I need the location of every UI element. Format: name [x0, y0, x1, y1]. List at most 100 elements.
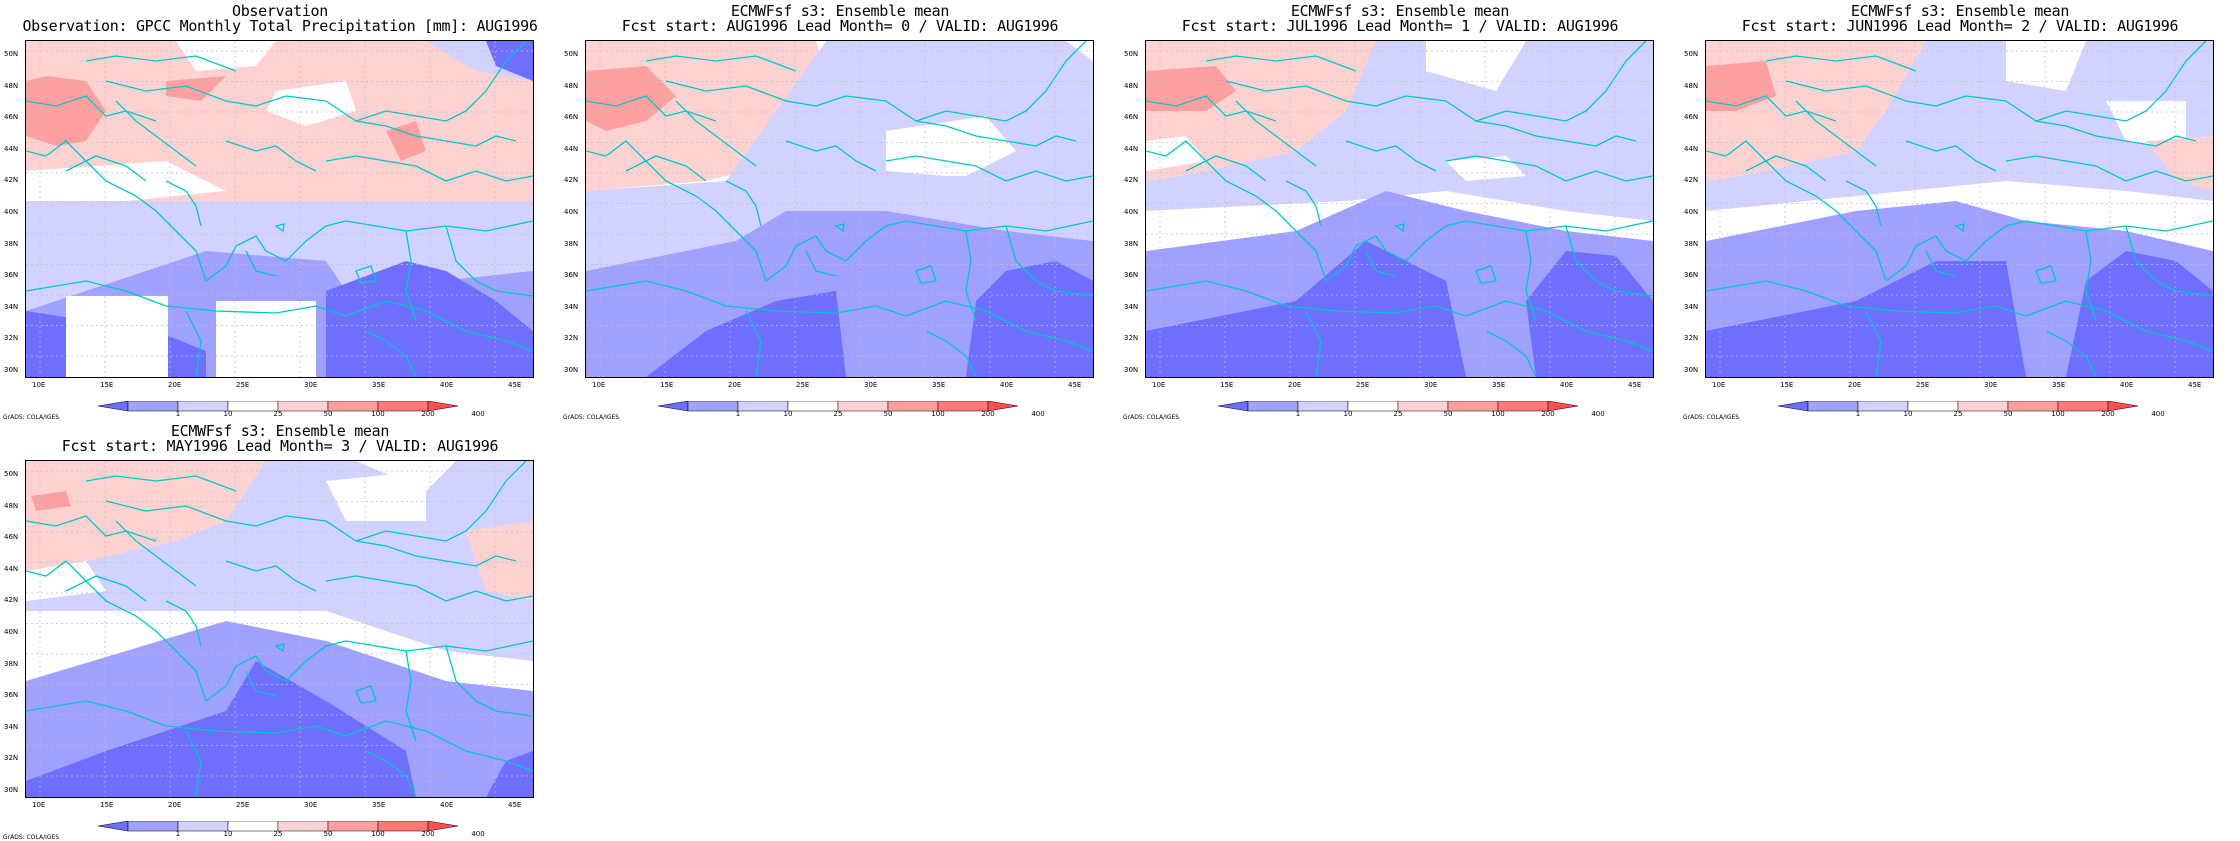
lat-label: 50N — [1684, 50, 1699, 58]
colorbar-level-label: 400 — [471, 830, 485, 838]
coastline — [105, 500, 287, 527]
lat-label: 42N — [1684, 176, 1699, 185]
lat-label: 48N — [1124, 81, 1139, 90]
lat-label: 36N — [4, 691, 19, 700]
map-canvas — [26, 41, 533, 377]
panel-title: ECMWFsf s3: Ensemble mean — [730, 2, 950, 20]
lon-label: 30E — [1984, 381, 1998, 389]
grads-credit: GrADS: COLA/IGES — [563, 414, 620, 421]
colorbar-level-label: 400 — [471, 410, 485, 418]
lon-label: 10E — [32, 381, 46, 389]
colorbar: 1 10 25 50 100 200 400 — [1217, 398, 1605, 420]
coastline — [1146, 140, 1653, 283]
lat-label: 40N — [1684, 208, 1699, 216]
colorbar-level-label: 50 — [323, 410, 333, 418]
coastline — [2085, 230, 2097, 322]
colorbar-level-label: 200 — [981, 410, 995, 418]
lat-label: 44N — [1684, 144, 1699, 153]
lon-label: 45E — [1068, 381, 1082, 389]
colorbar-level-label: 10 — [783, 410, 793, 418]
coastline — [26, 700, 533, 772]
lon-label: 20E — [168, 801, 182, 809]
lat-label: 42N — [1124, 176, 1139, 185]
coastline — [1394, 223, 1405, 233]
lat-label: 38N — [1684, 239, 1699, 248]
colorbar-level-label: 1 — [735, 410, 741, 418]
colorbar-min-arrow — [657, 400, 689, 412]
coastline — [625, 155, 707, 182]
lat-label: 40N — [4, 628, 19, 636]
coastline — [245, 670, 277, 697]
map-panel-5: ECMWFsf s3: Ensemble mean Fcst start: MA… — [0, 420, 560, 841]
precipitation-map — [1705, 40, 2214, 378]
map-canvas — [1706, 41, 2213, 377]
lat-label: 34N — [1684, 302, 1699, 311]
shading-region — [176, 41, 276, 71]
lon-label: 25E — [1916, 381, 1930, 389]
colorbar-swatch — [127, 400, 179, 412]
shading-region — [966, 261, 1093, 377]
colorbar-level-label: 1 — [175, 410, 181, 418]
colorbar-level-label: 10 — [1903, 410, 1913, 418]
coastline — [355, 685, 377, 704]
map-panel-2: ECMWFsf s3: Ensemble mean Fcst start: AU… — [560, 0, 1120, 421]
coastline — [1445, 155, 1653, 182]
lon-label: 20E — [1288, 381, 1302, 389]
lon-label: 45E — [508, 381, 522, 389]
lon-label: 40E — [440, 381, 454, 389]
colorbar-level-label: 400 — [2151, 410, 2165, 418]
colorbar-svg — [657, 400, 1019, 412]
colorbar-min-arrow — [1777, 400, 1809, 412]
lat-label: 38N — [4, 239, 19, 248]
coastline — [1365, 250, 1397, 277]
lat-label: 34N — [4, 302, 19, 311]
shading-region — [2006, 41, 2086, 91]
coastline — [2125, 225, 2213, 297]
coastline — [1345, 140, 1437, 172]
colorbar-level-label: 50 — [323, 830, 333, 838]
coastline — [586, 280, 1093, 352]
shading-region — [1706, 41, 2213, 211]
shading-region — [1146, 136, 1206, 171]
lat-label: 36N — [1124, 271, 1139, 280]
shading-region — [26, 76, 106, 146]
coastline — [1285, 180, 1322, 227]
colorbar-swatch — [1907, 400, 1959, 412]
coastline — [274, 223, 285, 233]
lat-label: 48N — [4, 81, 19, 90]
coastline — [285, 95, 517, 147]
lat-label: 36N — [1684, 271, 1699, 280]
lat-label: 50N — [1124, 50, 1139, 58]
lon-label: 10E — [1152, 381, 1166, 389]
colorbar-level-label: 200 — [421, 410, 435, 418]
panel-title: Observation — [231, 2, 329, 20]
coastline — [1706, 140, 2213, 283]
coastline — [274, 643, 285, 653]
coastline — [225, 140, 317, 172]
coastline — [355, 461, 527, 542]
lon-label: 35E — [372, 381, 386, 389]
lat-label: 30N — [1124, 366, 1139, 374]
coastline — [245, 250, 277, 277]
coastline — [1745, 155, 1827, 182]
lon-label: 15E — [100, 381, 114, 389]
shading-region — [2106, 101, 2186, 151]
colorbar: 1 10 25 50 100 200 400 — [97, 818, 485, 840]
precipitation-map — [25, 40, 534, 378]
lon-label: 30E — [304, 801, 318, 809]
coastline — [2035, 265, 2057, 284]
coastline — [355, 265, 377, 284]
coastline — [1485, 330, 1537, 377]
coastline — [65, 155, 147, 182]
colorbar-level-label: 1 — [1855, 410, 1861, 418]
lat-label: 32N — [1684, 334, 1699, 343]
lat-label: 30N — [1684, 366, 1699, 374]
coastline — [225, 560, 317, 592]
colorbar-level-label: 400 — [1031, 410, 1045, 418]
coastline — [1185, 155, 1267, 182]
lon-label: 35E — [1492, 381, 1506, 389]
coastline — [1925, 250, 1957, 277]
colorbar-level-label: 10 — [223, 410, 233, 418]
map-panel-1: Observation Observation: GPCC Monthly To… — [0, 0, 560, 422]
coastline — [365, 330, 417, 377]
